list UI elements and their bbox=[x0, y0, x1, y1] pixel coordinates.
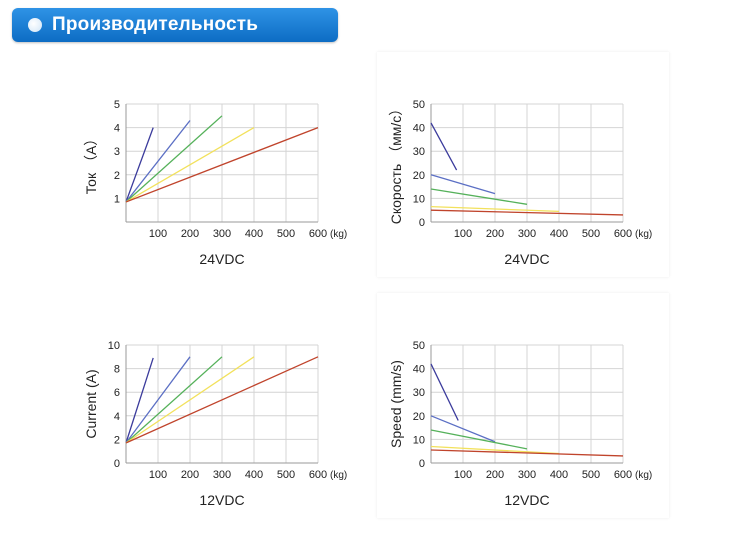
y-tick-label: 6 bbox=[114, 387, 120, 399]
x-tick-label: 600 bbox=[309, 469, 327, 481]
y-tick-label: 20 bbox=[413, 170, 425, 182]
x-tick-label: 500 bbox=[582, 469, 600, 481]
series-line-purple bbox=[125, 127, 154, 203]
series-line-purple bbox=[125, 357, 154, 444]
x-tick-label: 300 bbox=[518, 469, 536, 481]
chart-current-24vdc: 100 200 300 400 500 600 (kg) 1 2 3 4 5 Ток （A） 24VDC bbox=[72, 52, 364, 277]
x-unit-label: (kg) bbox=[635, 229, 652, 240]
x-tick-label: 300 bbox=[213, 228, 231, 240]
chart-speed-12vdc: 100 200 300 400 500 600 (kg) 0 10 20 30 40 50 Speed (… bbox=[377, 293, 669, 518]
chart-svg: 100 200 300 400 500 600 (kg) 0 2 4 6 8 10 Current (A)… bbox=[83, 340, 347, 508]
x-tick-label: 500 bbox=[582, 228, 600, 240]
x-tick-label: 600 bbox=[614, 469, 632, 481]
series-line-yellow bbox=[125, 127, 255, 203]
y-tick-label: 10 bbox=[108, 340, 120, 352]
y-axis-title: Current (A) bbox=[83, 369, 99, 438]
series-line-purple bbox=[430, 363, 459, 421]
y-tick-label: 30 bbox=[413, 387, 425, 399]
series-line-yellow bbox=[430, 206, 560, 213]
y-tick-label: 50 bbox=[413, 99, 425, 111]
x-tick-label: 500 bbox=[277, 469, 295, 481]
x-tick-label: 400 bbox=[550, 228, 568, 240]
x-tick-label: 400 bbox=[245, 469, 263, 481]
section-header: Производительность bbox=[12, 8, 338, 42]
y-tick-label: 2 bbox=[114, 434, 120, 446]
y-tick-label: 40 bbox=[413, 123, 425, 135]
y-axis-title: Speed (mm/s) bbox=[388, 360, 404, 448]
y-tick-label: 0 bbox=[419, 217, 425, 229]
x-tick-label: 100 bbox=[149, 228, 167, 240]
series-line-green bbox=[125, 115, 223, 203]
x-tick-label: 200 bbox=[181, 469, 199, 481]
chart-caption: 24VDC bbox=[199, 251, 244, 267]
series-line-green bbox=[430, 429, 528, 450]
chart-svg: 100 200 300 400 500 600 (kg) 1 2 3 4 5 Ток （A） 24VDC bbox=[83, 99, 347, 267]
x-tick-label: 200 bbox=[486, 469, 504, 481]
series-line-yellow bbox=[125, 356, 255, 444]
series-line-red bbox=[125, 356, 319, 444]
series-line-yellow bbox=[430, 445, 560, 455]
x-tick-label: 300 bbox=[518, 228, 536, 240]
y-tick-label: 30 bbox=[413, 146, 425, 158]
y-axis-title: Скорость （мм/с） bbox=[388, 102, 404, 225]
y-axis-title: Ток （A） bbox=[83, 132, 99, 195]
y-tick-label: 10 bbox=[413, 434, 425, 446]
x-unit-label: (kg) bbox=[330, 470, 347, 481]
series-line-blue bbox=[125, 120, 191, 203]
y-tick-label: 10 bbox=[413, 193, 425, 205]
y-tick-label: 40 bbox=[413, 364, 425, 376]
chart-svg: 100 200 300 400 500 600 (kg) 0 10 20 30 40 50 Speed (… bbox=[388, 340, 652, 508]
y-tick-label: 3 bbox=[114, 146, 120, 158]
section-title: Производительность bbox=[52, 14, 259, 35]
chart-svg: 100 200 300 400 500 600 (kg) 0 10 20 30 40 50 Скорост… bbox=[388, 99, 652, 267]
x-tick-label: 400 bbox=[245, 228, 263, 240]
series-line-blue bbox=[125, 356, 191, 444]
series-line-green bbox=[125, 356, 223, 444]
x-tick-label: 100 bbox=[149, 469, 167, 481]
y-tick-label: 0 bbox=[114, 458, 120, 470]
y-tick-label: 0 bbox=[419, 458, 425, 470]
chart-caption: 12VDC bbox=[504, 492, 549, 508]
x-tick-label: 200 bbox=[486, 228, 504, 240]
series-line-blue bbox=[430, 174, 496, 195]
chart-speed-24vdc: 100 200 300 400 500 600 (kg) 0 10 20 30 40 50 Скорост… bbox=[377, 52, 669, 277]
series-line-green bbox=[430, 188, 528, 205]
x-tick-label: 600 bbox=[309, 228, 327, 240]
series-line-purple bbox=[430, 122, 458, 171]
x-tick-label: 400 bbox=[550, 469, 568, 481]
x-tick-label: 300 bbox=[213, 469, 231, 481]
chart-caption: 24VDC bbox=[504, 251, 549, 267]
y-tick-label: 1 bbox=[114, 193, 120, 205]
x-tick-label: 100 bbox=[454, 469, 472, 481]
x-unit-label: (kg) bbox=[330, 229, 347, 240]
y-tick-label: 5 bbox=[114, 99, 120, 111]
series-line-blue bbox=[430, 415, 496, 443]
y-tick-label: 8 bbox=[114, 364, 120, 376]
bullet-icon bbox=[28, 18, 42, 32]
series-line-red bbox=[430, 449, 624, 457]
chart-current-12vdc: 100 200 300 400 500 600 (kg) 0 2 4 6 8 10 Current (A)… bbox=[72, 293, 364, 518]
y-tick-label: 20 bbox=[413, 411, 425, 423]
x-unit-label: (kg) bbox=[635, 470, 652, 481]
x-tick-label: 500 bbox=[277, 228, 295, 240]
x-tick-label: 200 bbox=[181, 228, 199, 240]
y-tick-label: 50 bbox=[413, 340, 425, 352]
series-line-red bbox=[125, 126, 319, 203]
chart-caption: 12VDC bbox=[199, 492, 244, 508]
y-tick-label: 4 bbox=[114, 123, 120, 135]
y-tick-label: 4 bbox=[114, 411, 120, 423]
x-tick-label: 100 bbox=[454, 228, 472, 240]
x-tick-label: 600 bbox=[614, 228, 632, 240]
y-tick-label: 2 bbox=[114, 170, 120, 182]
series-line-red bbox=[430, 209, 624, 216]
